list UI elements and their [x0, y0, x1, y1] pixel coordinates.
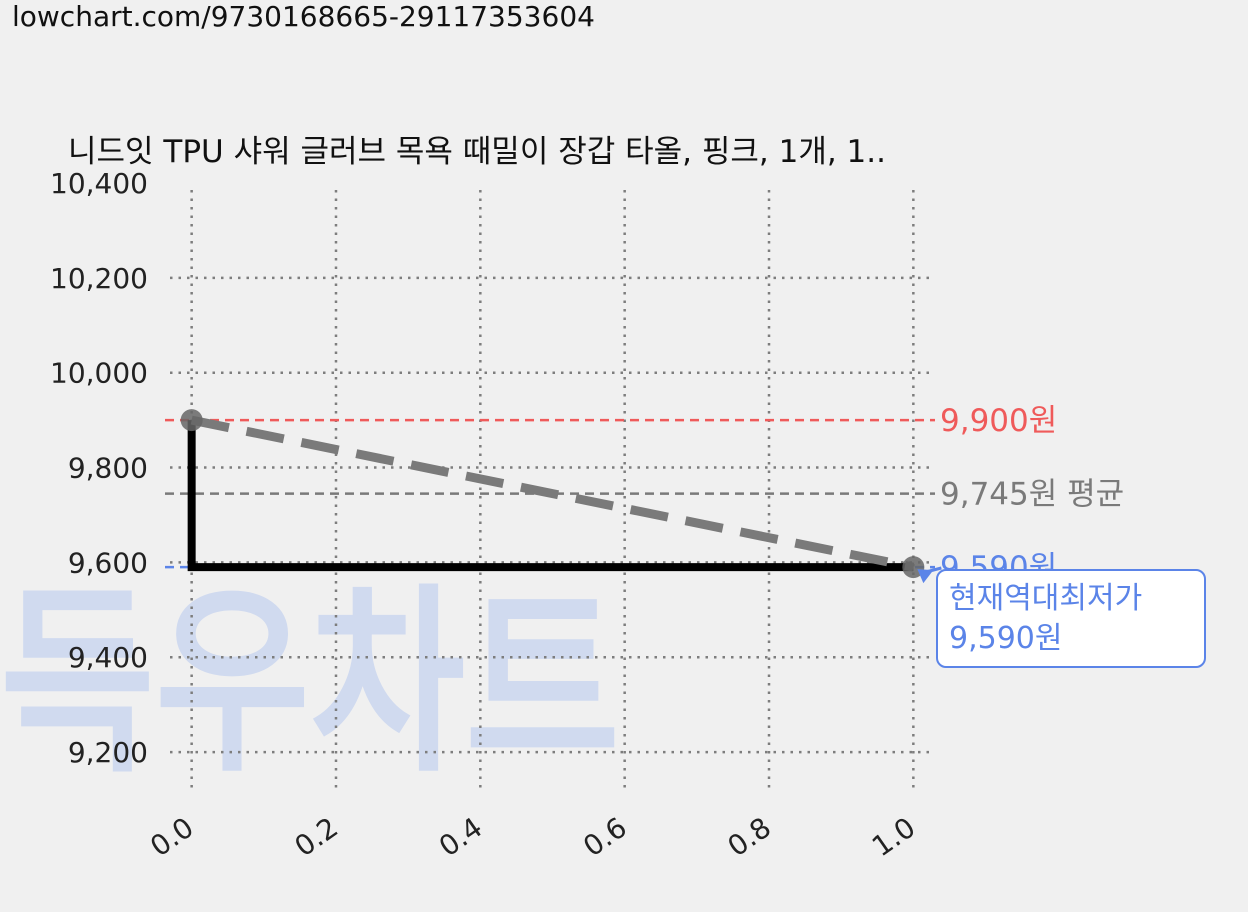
- annotation-box: [936, 569, 1206, 668]
- annotation-text: 현재역대최저가: [949, 581, 1142, 616]
- data-point-marker: [180, 409, 203, 432]
- y-tick-label: 9,400: [68, 641, 148, 674]
- annotation-arrow-head: [917, 569, 934, 584]
- y-tick-label: 9,800: [68, 452, 148, 485]
- y-tick-label: 9,200: [68, 736, 148, 769]
- series: [187, 415, 915, 572]
- y-tick-label: 10,000: [50, 357, 148, 390]
- price-history-line: [187, 420, 914, 572]
- price-trend-line: [190, 415, 915, 572]
- url-text: lowchart.com/9730168665-29117353604: [12, 0, 595, 33]
- average-price-line-label: 9,745원 평균: [940, 477, 1124, 513]
- y-axis-ticks: 9,200 9,400 9,600 9,800 10,000 10,200 10,400: [50, 167, 148, 769]
- annotation-text: 9,590원: [949, 621, 1062, 656]
- lowest-price-annotation: 현재역대최저가 9,590원: [917, 566, 1206, 668]
- y-tick-label: 10,200: [50, 262, 148, 295]
- chart-title: 니드잇 TPU 샤워 글러브 목욕 때밀이 장갑 타올, 핑크, 1개, 1..: [68, 134, 886, 170]
- y-tick-label: 10,400: [50, 167, 148, 200]
- y-tick-label: 9,600: [68, 546, 148, 579]
- watermark-text: 득우차트: [0, 567, 620, 800]
- max-price-line-label: 9,900원: [940, 403, 1057, 439]
